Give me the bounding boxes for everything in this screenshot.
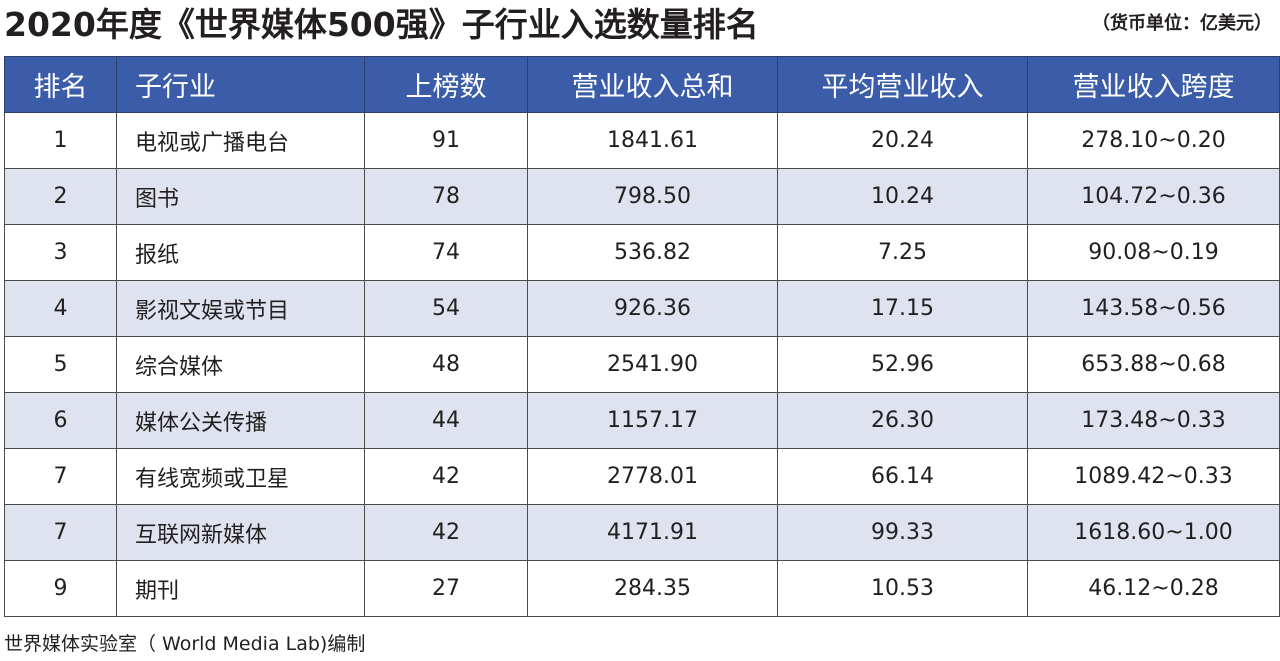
cell-count: 27 [364, 560, 528, 617]
cell-count: 54 [364, 280, 528, 337]
cell-rank: 5 [4, 336, 117, 393]
cell-average-revenue: 10.53 [777, 560, 1028, 617]
cell-subindustry: 期刊 [116, 560, 365, 617]
cell-rank: 9 [4, 560, 117, 617]
cell-count: 48 [364, 336, 528, 393]
cell-subindustry: 媒体公关传播 [116, 392, 365, 449]
cell-revenue-range: 1089.42~0.33 [1027, 448, 1280, 505]
cell-average-revenue: 10.24 [777, 168, 1028, 225]
header-count: 上榜数 [364, 56, 528, 113]
cell-count: 74 [364, 224, 528, 281]
header-total-revenue: 营业收入总和 [527, 56, 778, 113]
cell-subindustry: 影视文娱或节目 [116, 280, 365, 337]
cell-rank: 6 [4, 392, 117, 449]
cell-total-revenue: 2541.90 [527, 336, 778, 393]
cell-subindustry: 有线宽频或卫星 [116, 448, 365, 505]
cell-rank: 1 [4, 112, 117, 169]
source-footer: 世界媒体实验室（ World Media Lab)编制 [4, 633, 366, 655]
cell-total-revenue: 926.36 [527, 280, 778, 337]
cell-subindustry: 电视或广播电台 [116, 112, 365, 169]
cell-subindustry: 图书 [116, 168, 365, 225]
cell-rank: 7 [4, 448, 117, 505]
cell-revenue-range: 173.48~0.33 [1027, 392, 1280, 449]
cell-average-revenue: 99.33 [777, 504, 1028, 561]
cell-rank: 3 [4, 224, 117, 281]
table-row: 3 报纸 74 536.82 7.25 90.08~0.19 [4, 224, 1280, 281]
cell-count: 42 [364, 504, 528, 561]
cell-count: 91 [364, 112, 528, 169]
table-row: 6 媒体公关传播 44 1157.17 26.30 173.48~0.33 [4, 392, 1280, 449]
table-row: 7 互联网新媒体 42 4171.91 99.33 1618.60~1.00 [4, 504, 1280, 561]
cell-total-revenue: 536.82 [527, 224, 778, 281]
cell-average-revenue: 7.25 [777, 224, 1028, 281]
page-title: 2020年度《世界媒体500强》子行业入选数量排名 [4, 5, 759, 44]
cell-average-revenue: 17.15 [777, 280, 1028, 337]
currency-unit-note: （货币单位：亿美元） [1092, 13, 1272, 34]
cell-average-revenue: 20.24 [777, 112, 1028, 169]
table-row: 9 期刊 27 284.35 10.53 46.12~0.28 [4, 560, 1280, 617]
cell-total-revenue: 1157.17 [527, 392, 778, 449]
table-header-row: 排名 子行业 上榜数 营业收入总和 平均营业收入 营业收入跨度 [4, 56, 1280, 113]
ranking-table: 排名 子行业 上榜数 营业收入总和 平均营业收入 营业收入跨度 1 电视或广播电… [4, 56, 1280, 617]
cell-revenue-range: 104.72~0.36 [1027, 168, 1280, 225]
table-row: 1 电视或广播电台 91 1841.61 20.24 278.10~0.20 [4, 112, 1280, 169]
cell-total-revenue: 798.50 [527, 168, 778, 225]
table-row: 7 有线宽频或卫星 42 2778.01 66.14 1089.42~0.33 [4, 448, 1280, 505]
cell-revenue-range: 653.88~0.68 [1027, 336, 1280, 393]
table-row: 5 综合媒体 48 2541.90 52.96 653.88~0.68 [4, 336, 1280, 393]
cell-average-revenue: 26.30 [777, 392, 1028, 449]
cell-count: 78 [364, 168, 528, 225]
header-rank: 排名 [4, 56, 117, 113]
cell-average-revenue: 66.14 [777, 448, 1028, 505]
header-revenue-range: 营业收入跨度 [1027, 56, 1280, 113]
cell-subindustry: 报纸 [116, 224, 365, 281]
header-subindustry: 子行业 [116, 56, 365, 113]
cell-revenue-range: 90.08~0.19 [1027, 224, 1280, 281]
cell-rank: 7 [4, 504, 117, 561]
cell-count: 44 [364, 392, 528, 449]
cell-average-revenue: 52.96 [777, 336, 1028, 393]
cell-revenue-range: 278.10~0.20 [1027, 112, 1280, 169]
cell-total-revenue: 4171.91 [527, 504, 778, 561]
cell-total-revenue: 2778.01 [527, 448, 778, 505]
cell-total-revenue: 1841.61 [527, 112, 778, 169]
cell-subindustry: 综合媒体 [116, 336, 365, 393]
cell-revenue-range: 1618.60~1.00 [1027, 504, 1280, 561]
cell-revenue-range: 46.12~0.28 [1027, 560, 1280, 617]
cell-revenue-range: 143.58~0.56 [1027, 280, 1280, 337]
cell-total-revenue: 284.35 [527, 560, 778, 617]
table-row: 2 图书 78 798.50 10.24 104.72~0.36 [4, 168, 1280, 225]
cell-rank: 2 [4, 168, 117, 225]
table-row: 4 影视文娱或节目 54 926.36 17.15 143.58~0.56 [4, 280, 1280, 337]
cell-rank: 4 [4, 280, 117, 337]
header-average-revenue: 平均营业收入 [777, 56, 1028, 113]
cell-count: 42 [364, 448, 528, 505]
cell-subindustry: 互联网新媒体 [116, 504, 365, 561]
